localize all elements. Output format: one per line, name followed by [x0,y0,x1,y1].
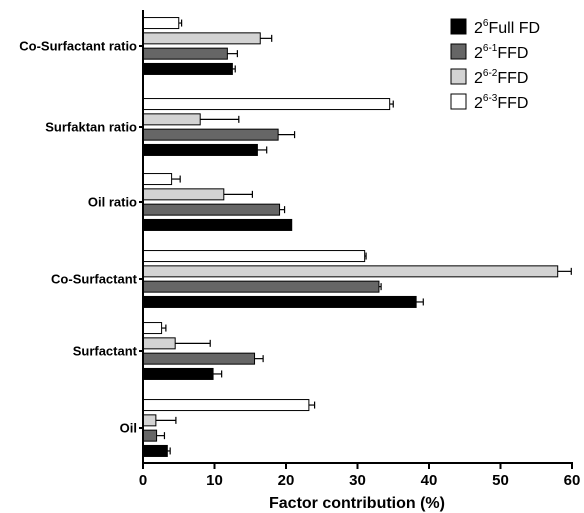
bar-0-2 [142,218,293,231]
bar-3-1 [142,98,391,111]
bars-layer [142,17,559,457]
legend-swatch-3 [450,93,467,110]
bar-2-0 [142,32,261,45]
category-label-2: Oil ratio [88,195,137,210]
category-label-5: Oil [120,421,137,436]
bar-3-4 [142,322,163,335]
bar-2-5 [142,414,157,427]
legend: 26Full FD 26-1FFD 26-2FFD 26-3FFD [450,18,540,112]
bar-2-2 [142,188,225,201]
bar-2-4 [142,337,176,350]
bar-0-4 [142,367,214,380]
x-tick-label-3: 30 [349,472,366,489]
error-bars-layer [155,19,572,455]
bar-1-5 [142,429,158,442]
x-tick-label-5: 50 [492,472,509,489]
bar-0-3 [142,295,417,308]
legend-label-0: 26Full FD [474,18,540,37]
legend-label-2: 26-2FFD [474,68,528,87]
bar-2-3 [142,265,559,278]
bar-3-0 [142,17,180,30]
x-tick-label-2: 20 [278,472,295,489]
x-tick-label-1: 10 [206,472,223,489]
legend-swatch-0 [450,18,467,35]
legend-label-3: 26-3FFD [474,93,528,112]
y-axis: Co-Surfactant ratio Surfaktan ratio Oil ra… [19,10,144,463]
bar-1-1 [142,128,279,141]
legend-swatch-1 [450,43,467,60]
bar-1-0 [142,47,228,60]
bar-3-5 [142,399,310,412]
bar-0-1 [142,143,258,156]
bar-1-4 [142,352,256,365]
category-label-1: Surfaktan ratio [45,120,137,135]
category-label-0: Co-Surfactant ratio [19,39,137,54]
bar-1-3 [142,280,380,293]
legend-label-1: 26-1FFD [474,43,528,62]
x-tick-label-6: 60 [564,472,581,489]
x-tick-label-4: 40 [421,472,438,489]
bar-0-0 [142,62,233,75]
x-axis-title: Factor contribution (%) [269,495,445,512]
category-label-4: Surfactant [73,344,138,359]
bar-3-2 [142,173,173,186]
bar-1-2 [142,203,281,216]
category-label-3: Co-Surfactant [51,272,138,287]
bar-0-5 [142,444,168,457]
x-axis: 0 10 20 30 40 50 60 [139,462,581,489]
x-tick-label-0: 0 [139,472,147,489]
bar-3-3 [142,250,366,263]
bar-2-1 [142,113,201,126]
legend-swatch-2 [450,68,467,85]
